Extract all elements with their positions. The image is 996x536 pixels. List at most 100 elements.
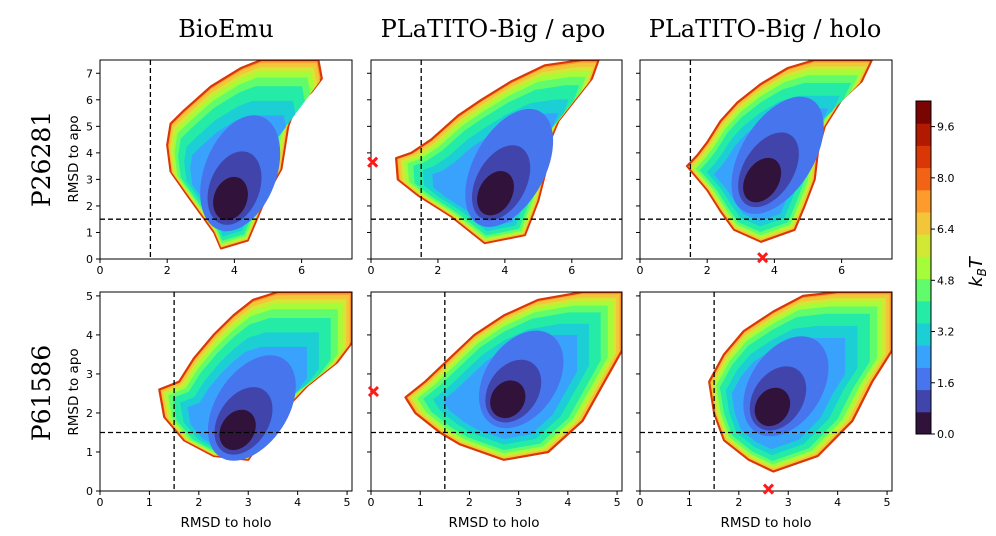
reference-marker-x <box>757 252 769 264</box>
y-tick-label: 0 <box>86 253 93 266</box>
colorbar-label: kBT <box>966 255 989 287</box>
x-tick-label: 2 <box>195 496 202 509</box>
x-tick-label: 6 <box>298 264 305 277</box>
x-tick-label: 5 <box>884 496 891 509</box>
colorbar-segment <box>916 123 931 146</box>
panel-p61586-platito-big-apo: 0 1 2 3 4 5 <box>367 291 623 509</box>
colorbar-segment <box>916 167 931 191</box>
colorbar-segment <box>916 256 931 280</box>
x-tick-label: 4 <box>294 496 301 509</box>
colorbar-segment <box>916 189 931 213</box>
colorbar-segment <box>916 101 931 124</box>
x-tick-label: 0 <box>368 264 375 277</box>
panel-p61586-platito-big-holo-density <box>708 292 892 473</box>
density-core-2 <box>754 387 791 427</box>
column-title-platito-holo: PLaTITO-Big / holo <box>649 15 882 43</box>
y-tick-label: 0 <box>86 485 93 498</box>
panel-p61586-bioemu: 0 1 2 3 4 5 0 1 2 3 4 5 <box>86 290 353 509</box>
x-tick-label: 3 <box>515 496 522 509</box>
x-tick-label: 0 <box>97 264 104 277</box>
panel-p61586-bioemu-density <box>158 292 352 461</box>
y-tick-label: 5 <box>86 120 93 133</box>
x-tick-label: 0 <box>637 264 644 277</box>
x-tick-label: 5 <box>344 496 351 509</box>
colorbar-segment <box>916 345 931 368</box>
colorbar-tick-label: 6.4 <box>937 223 955 236</box>
colorbar-label-k: k <box>966 275 987 287</box>
panel-p26281-platito-big-holo-density <box>685 60 873 243</box>
xlabel-col-3: RMSD to holo <box>721 515 812 531</box>
x-tick-label: 0 <box>97 496 104 509</box>
x-tick-label: 0 <box>368 496 375 509</box>
panel-p61586-platito-big-holo: 0 1 2 3 4 5 <box>636 291 893 509</box>
panel-p26281-bioemu-frame <box>99 59 353 260</box>
y-tick-label: 2 <box>86 407 93 420</box>
density-core-2 <box>477 170 514 216</box>
x-tick-label: 3 <box>245 496 252 509</box>
y-tick-label: 1 <box>86 226 93 239</box>
y-tick-label: 5 <box>86 290 93 303</box>
y-tick-label: 4 <box>86 329 93 342</box>
x-tick-label: 2 <box>704 264 711 277</box>
y-tick-label: 3 <box>86 173 93 186</box>
x-tick-label: 1 <box>686 496 693 509</box>
colorbar-segment <box>916 367 931 391</box>
xlabel-col-2: RMSD to holo <box>449 515 540 531</box>
column-title-bioemu: BioEmu <box>178 15 274 43</box>
xlabel-col-1: RMSD to holo <box>181 515 272 531</box>
x-tick-label: 0 <box>637 496 644 509</box>
y-tick-label: 3 <box>86 368 93 381</box>
density-core-2 <box>743 157 782 203</box>
panel-p26281-platito-big-apo-density <box>395 60 600 245</box>
x-tick-label: 4 <box>771 264 778 277</box>
colorbar-segment <box>916 300 931 324</box>
colorbar-segment <box>916 389 931 413</box>
colorbar-label-t: T <box>966 255 987 268</box>
x-tick-label: 2 <box>735 496 742 509</box>
x-tick-label: 4 <box>501 264 508 277</box>
colorbar-segment <box>916 278 931 302</box>
column-title-platito-apo: PLaTITO-Big / apo <box>381 15 606 43</box>
colorbar-tick-label: 8.0 <box>937 172 955 185</box>
x-tick-label: 2 <box>466 496 473 509</box>
density-core-2 <box>219 409 256 451</box>
x-tick-label: 2 <box>434 264 441 277</box>
row-title-p26281: P26281 <box>27 111 56 207</box>
x-tick-label: 6 <box>838 264 845 277</box>
colorbar-segment <box>916 234 931 257</box>
colorbar-tick-label: 1.6 <box>937 377 955 390</box>
colorbar-segment <box>916 323 931 346</box>
colorbar-tick-label: 9.6 <box>937 121 955 134</box>
colorbar-segment <box>916 145 931 169</box>
x-tick-label: 4 <box>564 496 571 509</box>
colorbar-tick-label: 4.8 <box>937 274 955 287</box>
reference-marker-x <box>367 156 379 168</box>
x-tick-label: 1 <box>146 496 153 509</box>
reference-marker-x <box>762 483 775 495</box>
panel-p26281-bioemu: 0 2 4 6 0 1 2 3 4 5 6 7 <box>86 59 353 277</box>
row-title-p61586: P61586 <box>27 345 56 441</box>
y-tick-label: 6 <box>86 94 93 107</box>
panel-p26281-platito-big-holo: 0 2 4 6 <box>636 59 893 277</box>
density-core-2 <box>490 380 526 419</box>
x-tick-label: 4 <box>231 264 238 277</box>
y-tick-label: 4 <box>86 147 93 160</box>
colorbar-segment <box>916 411 931 435</box>
colorbar-tick-label: 3.2 <box>937 326 955 339</box>
ylabel-row-2: RMSD to apo <box>66 348 82 435</box>
colorbar-segment <box>916 212 931 235</box>
x-tick-label: 4 <box>834 496 841 509</box>
panel-p61586-bioemu-frame <box>99 291 353 492</box>
reference-marker-x <box>367 385 380 398</box>
colorbar: 0.0 1.6 3.2 4.8 6.4 8.0 9.6 <box>915 100 955 441</box>
y-tick-label: 2 <box>86 200 93 213</box>
panel-p26281-bioemu-density <box>166 60 323 250</box>
density-core-2 <box>213 176 248 221</box>
panel-p61586-platito-big-apo-density <box>404 292 622 461</box>
colorbar-tick-label: 0.0 <box>937 428 955 441</box>
x-tick-label: 6 <box>568 264 575 277</box>
x-tick-label: 2 <box>164 264 171 277</box>
x-tick-label: 1 <box>417 496 424 509</box>
x-tick-label: 3 <box>785 496 792 509</box>
